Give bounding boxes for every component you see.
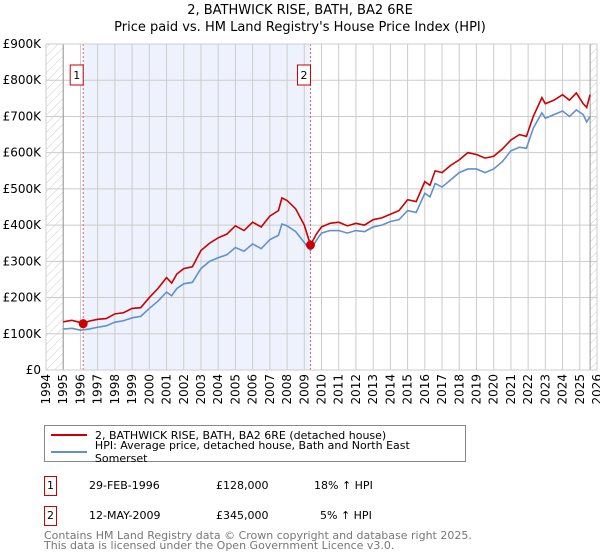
x-tick-label: 2013	[366, 374, 380, 405]
x-tick-label: 2005	[228, 374, 242, 405]
transaction-date: 29-FEB-1996	[89, 479, 160, 492]
transaction-hpi: 18% ↑ HPI	[314, 479, 373, 492]
hpi-line	[63, 108, 591, 331]
x-tick-label: 2014	[383, 374, 397, 405]
x-tick-label: 2025	[573, 374, 587, 405]
sale-point	[78, 319, 88, 329]
transaction-price: £128,000	[216, 479, 269, 492]
transaction-row: 1 29-FEB-1996 £128,000 18% ↑ HPI	[44, 476, 564, 496]
x-tick-label: 1994	[39, 374, 53, 405]
legend-swatch-blue	[51, 451, 87, 453]
x-tick-label: 2019	[469, 374, 483, 405]
sale-point	[305, 240, 315, 250]
x-tick-label: 2026	[590, 374, 600, 405]
x-tick-label: 2024	[556, 374, 570, 405]
legend-swatch-red	[51, 434, 87, 436]
x-tick-label: 2016	[418, 374, 432, 405]
x-tick-label: 2022	[521, 374, 535, 405]
legend: 2, BATHWICK RISE, BATH, BA2 6RE (detache…	[44, 425, 466, 465]
no-data-hatch	[46, 44, 64, 370]
x-tick-label: 2009	[297, 374, 311, 405]
x-tick-label: 1998	[108, 374, 122, 405]
y-tick-label: £700K	[3, 109, 43, 123]
chart-title: 2, BATHWICK RISE, BATH, BA2 6RE	[187, 3, 413, 18]
x-tick-label: 1995	[56, 374, 70, 405]
y-tick-label: £0	[26, 363, 41, 377]
x-tick-label: 2000	[142, 374, 156, 405]
x-tick-label: 2023	[538, 374, 552, 405]
x-tick-label: 2010	[315, 374, 329, 405]
chart-subtitle: Price paid vs. HM Land Registry's House …	[114, 20, 486, 35]
no-data-hatch	[590, 44, 597, 370]
x-tick-label: 2020	[487, 374, 501, 405]
x-tick-label: 2007	[263, 374, 277, 405]
marker-badge: 2	[44, 506, 57, 526]
x-tick-label: 2015	[401, 374, 415, 405]
x-tick-label: 1996	[73, 374, 87, 405]
x-tick-label: 2017	[435, 374, 449, 405]
y-tick-label: £200K	[3, 291, 43, 305]
y-tick-label: £800K	[3, 73, 43, 87]
x-tick-label: 2011	[332, 374, 346, 405]
y-tick-label: £600K	[3, 146, 43, 160]
sale-label: 2	[300, 69, 307, 82]
transaction-price: £345,000	[216, 509, 269, 522]
footer-line: This data is licensed under the Open Gov…	[44, 539, 395, 552]
legend-label: HPI: Average price, detached house, Bath…	[94, 439, 410, 465]
legend-label: 2, BATHWICK RISE, BATH, BA2 6RE (detache…	[95, 428, 387, 442]
price-chart: £0 £100K £200K £300K £400K £500K £600K £700K £80…	[3, 37, 600, 405]
transaction-row: 2 12-MAY-2009 £345,000 5% ↑ HPI	[44, 506, 564, 526]
footer: Contains HM Land Registry data © Crown c…	[44, 529, 472, 552]
plot-frame	[45, 43, 598, 371]
sale-label: 1	[73, 69, 80, 82]
legend-item-property: 2, BATHWICK RISE, BATH, BA2 6RE (detache…	[51, 427, 386, 443]
x-tick-label: 2018	[452, 374, 466, 405]
x-tick-label: 2012	[349, 374, 363, 405]
x-tick-label: 2004	[211, 374, 225, 405]
y-tick-label: £100K	[3, 327, 43, 341]
x-tick-label: 2021	[504, 374, 518, 405]
transaction-hpi: 5% ↑ HPI	[320, 509, 372, 522]
y-tick-label: £300K	[3, 254, 43, 268]
marker-badge: 1	[44, 476, 57, 496]
footer-line: Contains HM Land Registry data © Crown c…	[44, 529, 472, 542]
x-tick-label: 1999	[125, 374, 139, 405]
x-tick-label: 2008	[280, 374, 294, 405]
sale-label-box	[69, 64, 84, 86]
x-tick-label: 2001	[160, 374, 174, 405]
ownership-shade	[83, 44, 311, 370]
y-tick-label: £500K	[3, 182, 43, 196]
y-tick-label: £900K	[3, 37, 43, 51]
x-tick-label: 1997	[91, 374, 105, 405]
sale-label-box	[296, 64, 311, 86]
legend-item-hpi: HPI: Average price, detached house, Bath…	[51, 439, 465, 465]
y-tick-label: £400K	[3, 218, 43, 232]
x-tick-label: 2006	[246, 374, 260, 405]
transaction-date: 12-MAY-2009	[89, 509, 161, 522]
x-tick-label: 2003	[194, 374, 208, 405]
x-tick-label: 2002	[177, 374, 191, 405]
property-line	[63, 91, 591, 325]
